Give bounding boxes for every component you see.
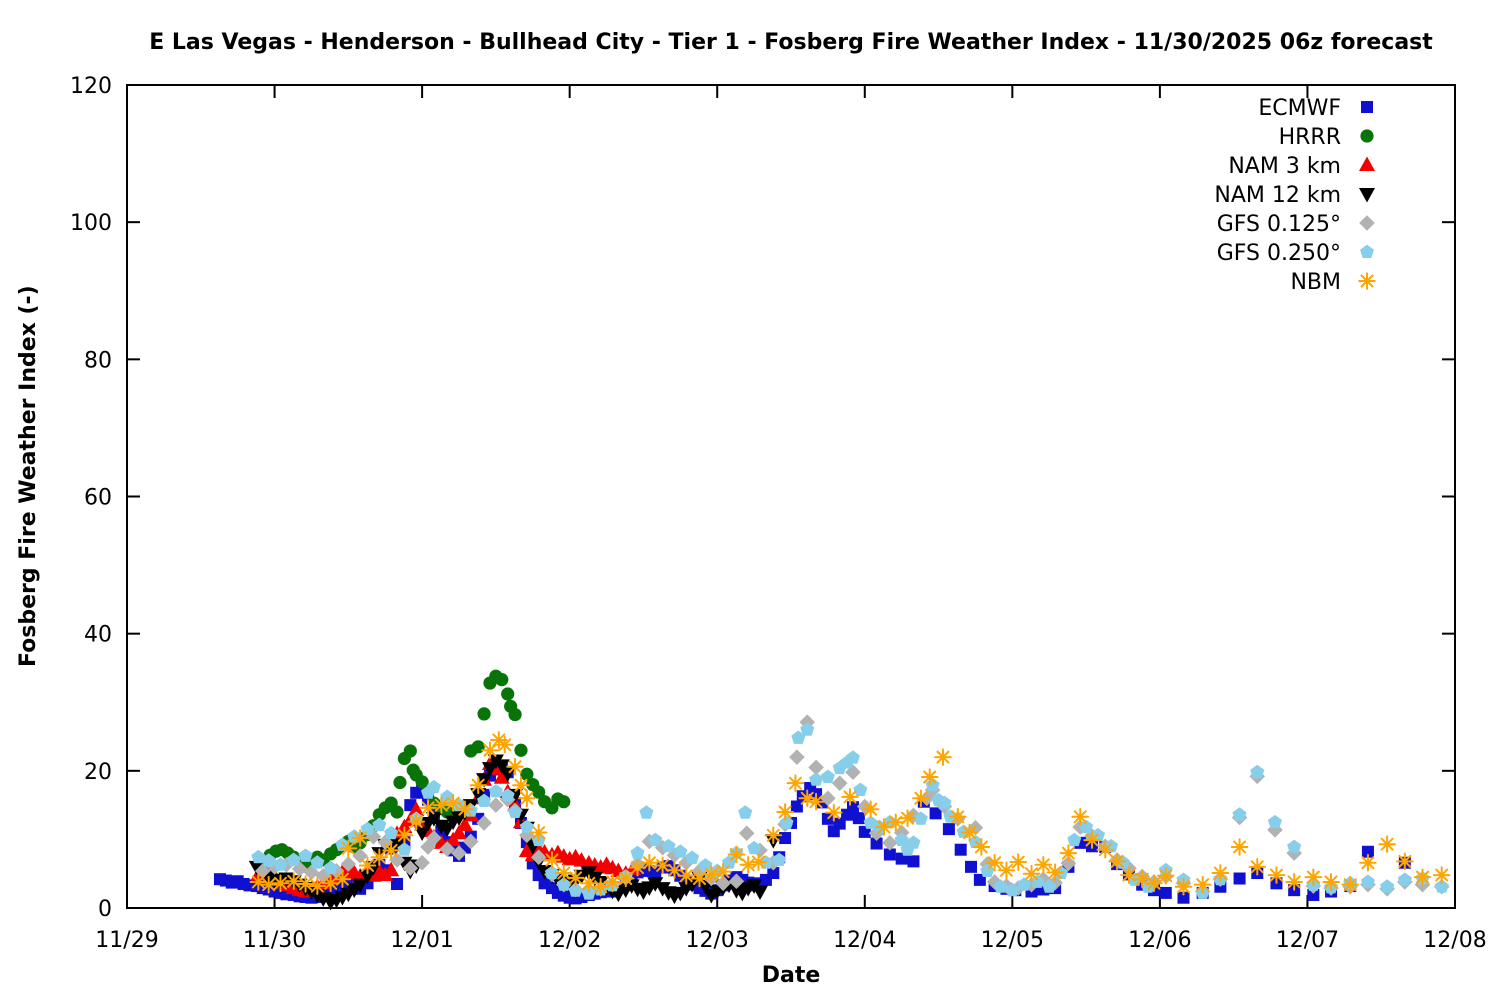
plot-area: 11/29 11/30 12/01 12/02 12/03 12/04 12/05 12/06…	[70, 74, 1487, 953]
legend-item-hrrr: HRRR	[1279, 125, 1374, 150]
legend-label: GFS 0.250°	[1217, 241, 1341, 266]
x-tick-label: 12/04	[833, 928, 896, 953]
legend-item-ecmwf: ECMWF	[1258, 96, 1373, 121]
legend-item-nam-12-km: NAM 12 km	[1214, 183, 1375, 208]
x-tick-label: 12/02	[538, 928, 601, 953]
y-axis-label: Fosberg Fire Weather Index (-)	[16, 285, 41, 667]
x-tick-label: 12/05	[981, 928, 1044, 953]
y-tick-label: 80	[84, 348, 112, 373]
legend-item-gfs-0-125: GFS 0.125°	[1217, 212, 1375, 237]
legend-marker-nbm	[1358, 272, 1376, 290]
legend-marker-hrrr	[1360, 129, 1374, 143]
legend-marker-ecmwf	[1361, 101, 1373, 113]
x-tick-label: 11/29	[95, 928, 158, 953]
legend-marker-nam-3-km	[1359, 156, 1375, 171]
legend-label: NBM	[1290, 270, 1341, 295]
x-tick-label: 11/30	[243, 928, 306, 953]
legend-item-nam-3-km: NAM 3 km	[1228, 154, 1375, 179]
y-tick-label: 60	[84, 486, 112, 511]
x-tick-label: 12/01	[390, 928, 453, 953]
x-axis-ticks: 11/29 11/30 12/01 12/02 12/03 12/04 12/05 12/06…	[95, 85, 1487, 953]
legend-label: GFS 0.125°	[1217, 212, 1341, 237]
legend-label: NAM 3 km	[1228, 154, 1341, 179]
legend-label: NAM 12 km	[1214, 183, 1341, 208]
chart-title: E Las Vegas - Henderson - Bullhead City …	[149, 30, 1433, 55]
y-tick-label: 20	[84, 760, 112, 785]
y-tick-label: 0	[98, 897, 112, 922]
legend-marker-gfs-0-125	[1359, 215, 1375, 231]
y-axis-ticks: 0 20 40 60 80 100 120	[70, 74, 1455, 922]
y-tick-label: 120	[70, 74, 112, 99]
y-tick-label: 100	[70, 211, 112, 236]
series-nbm	[249, 731, 1451, 896]
x-tick-label: 12/07	[1276, 928, 1339, 953]
legend-item-nbm: NBM	[1290, 270, 1376, 295]
legend-marker-gfs-0-250	[1360, 244, 1374, 258]
legend-marker-nam-12-km	[1359, 188, 1375, 203]
x-axis-label: Date	[761, 963, 821, 988]
x-tick-label: 12/06	[1128, 928, 1191, 953]
y-tick-label: 40	[84, 623, 112, 648]
legend-item-gfs-0-250: GFS 0.250°	[1217, 241, 1374, 266]
plot-border	[126, 84, 1456, 909]
legend-label: HRRR	[1279, 125, 1341, 150]
x-tick-label: 12/08	[1423, 928, 1486, 953]
x-tick-label: 12/03	[686, 928, 749, 953]
legend: ECMWF HRRR NAM 3 km NAM 12 km GFS 0.125° GFS …	[1214, 96, 1376, 295]
legend-label: ECMWF	[1258, 96, 1341, 121]
